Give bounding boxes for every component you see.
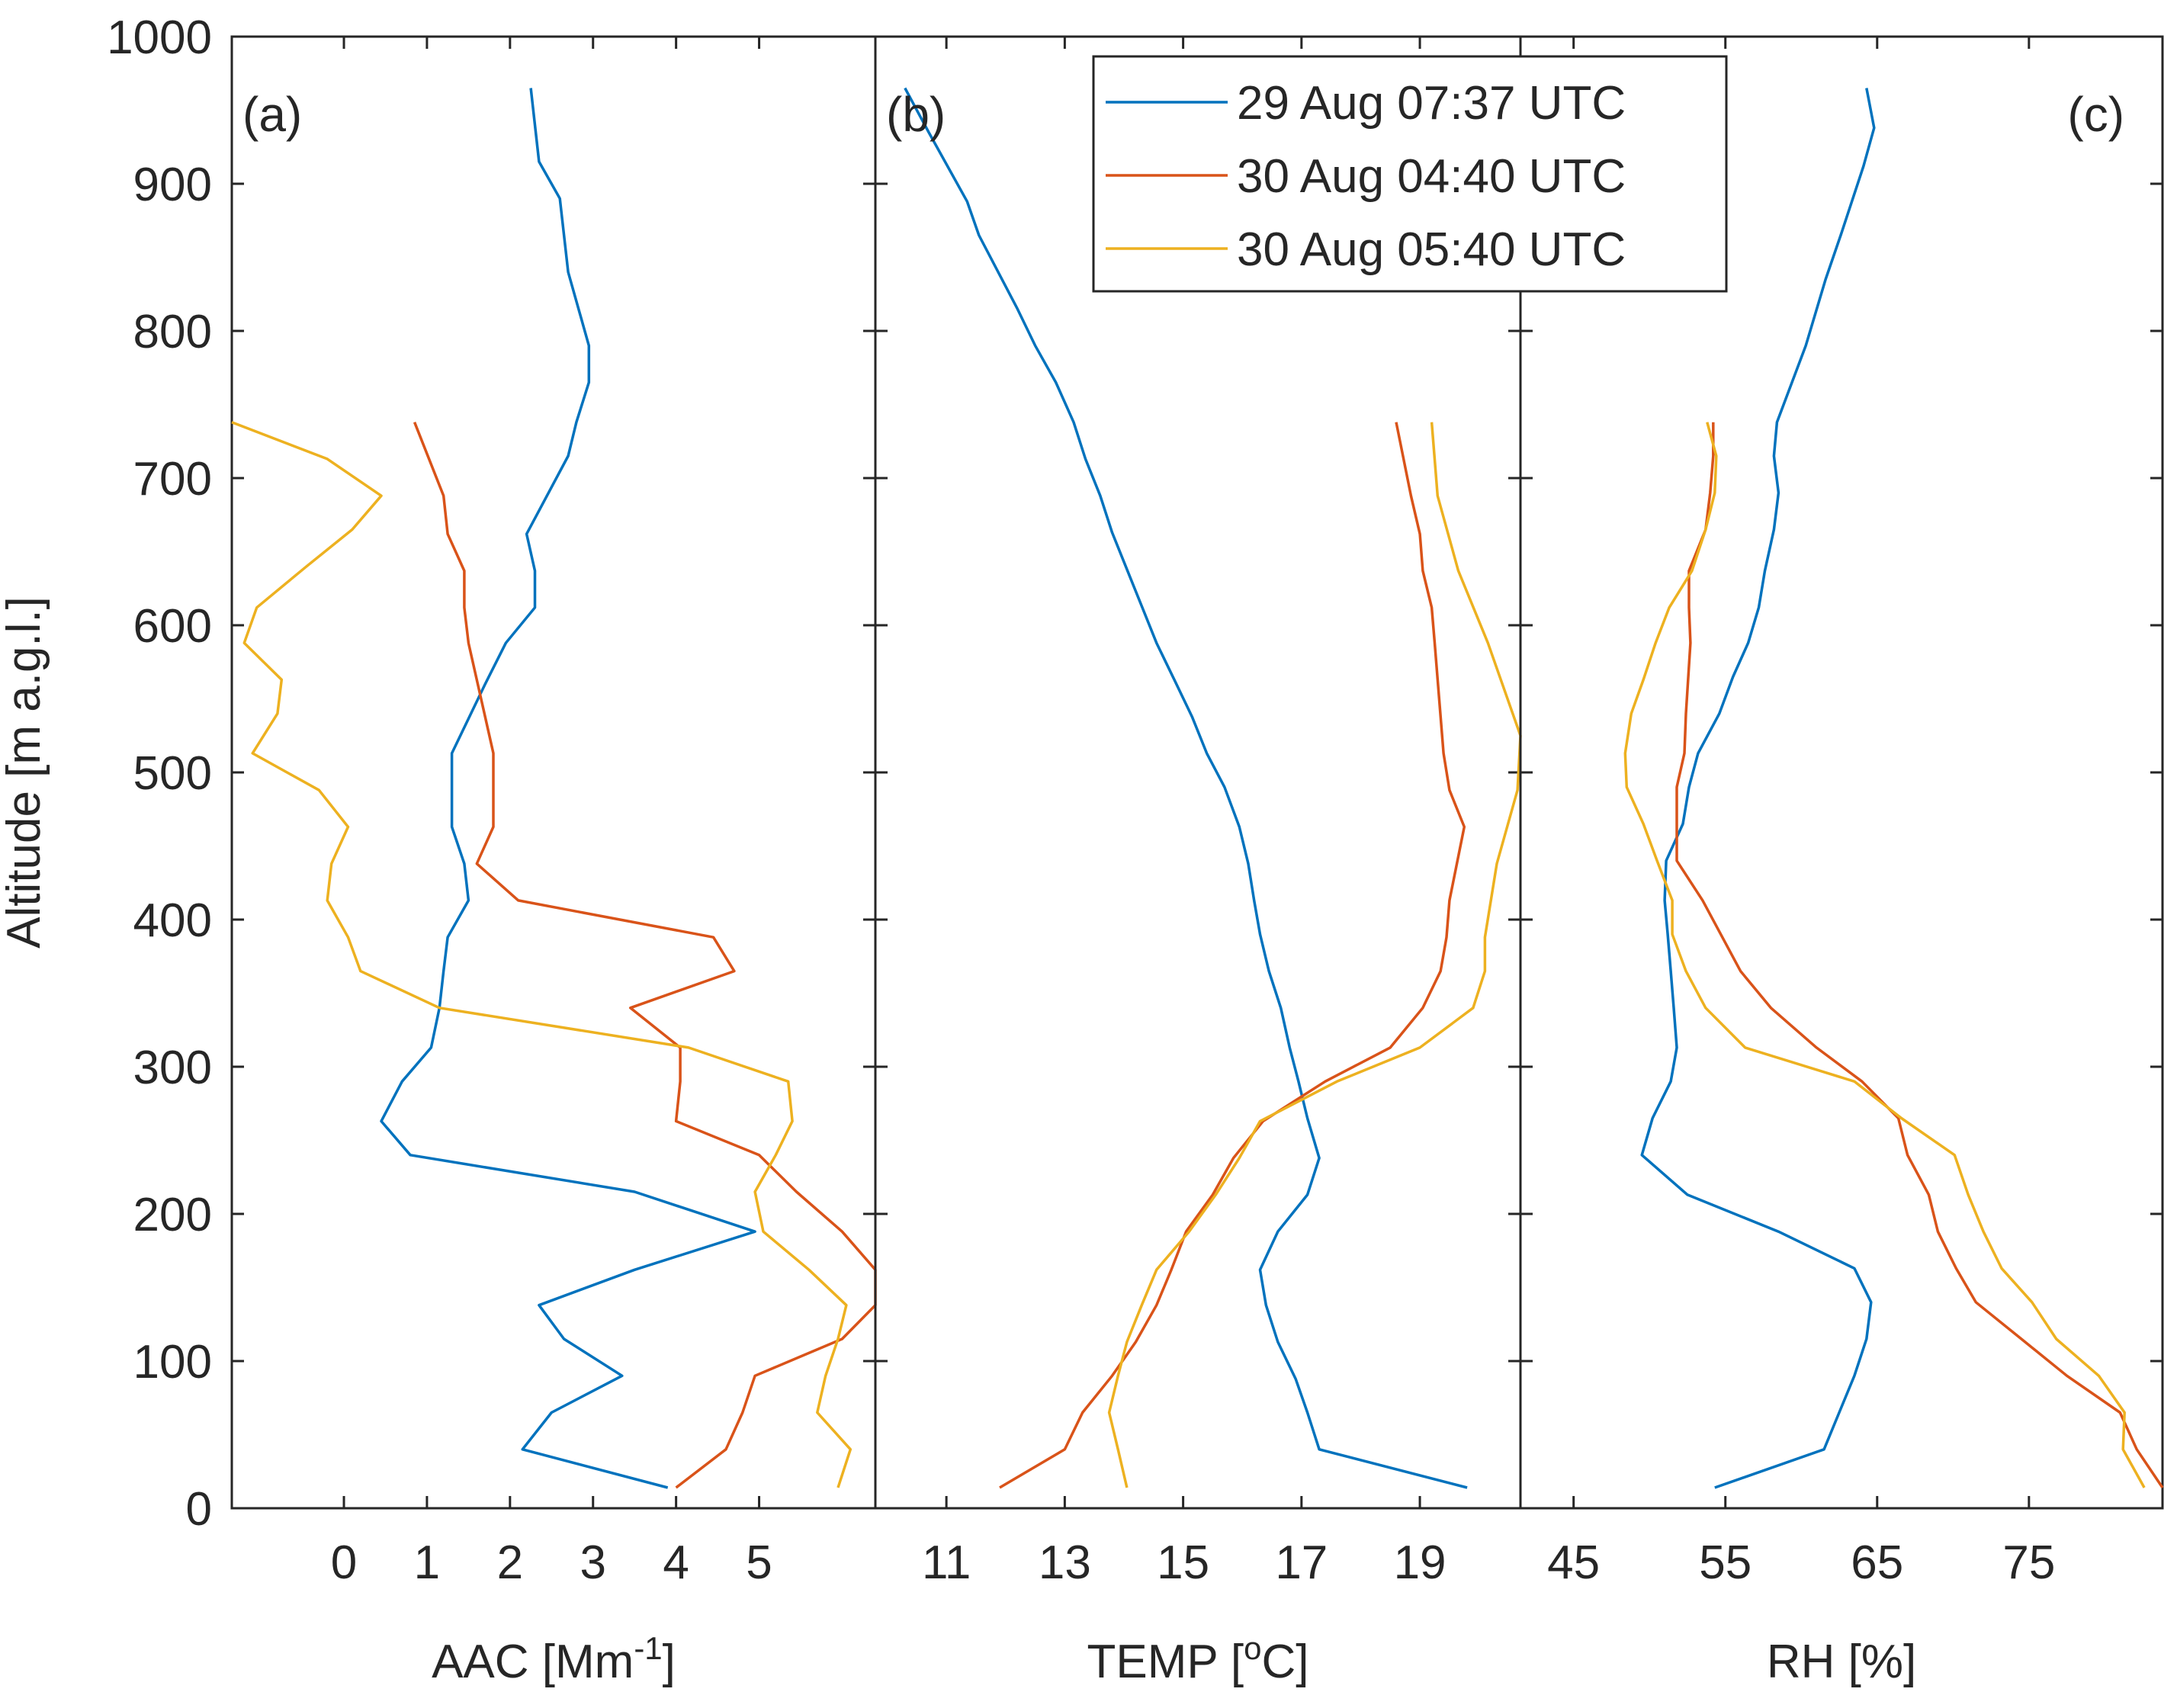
x-axis-label: TEMP [oC] [1087,1630,1309,1688]
legend-entry-1: 29 Aug 07:37 UTC [1237,77,1626,130]
legend: 29 Aug 07:37 UTC 30 Aug 04:40 UTC 30 Aug 0… [1092,55,1728,293]
y-tick-label: 700 [133,453,212,506]
legend-entry-2: 30 Aug 04:40 UTC [1237,150,1626,203]
y-tick-label: 100 [133,1336,212,1389]
x-axis-label: AAC [Mm-1] [432,1630,676,1688]
x-tick-label: 19 [1394,1536,1447,1589]
panel-label: (c) [2067,87,2124,142]
x-tick-label: 15 [1157,1536,1209,1589]
legend-box [1092,55,1728,293]
y-tick-label: 300 [133,1042,212,1094]
series-line-1 [380,88,756,1489]
x-tick-label: 4 [663,1536,689,1589]
x-tick-label: 5 [746,1536,772,1589]
series-line-2 [1675,422,2164,1488]
series-line-3 [231,421,852,1488]
panel-label: (b) [886,87,946,142]
y-tick-label: 600 [133,600,212,653]
x-tick-label: 2 [497,1536,523,1589]
y-axis-label: Altitude [m a.g.l.] [0,596,50,949]
y-tick-label: 400 [133,894,212,947]
x-tick-label: 0 [331,1536,357,1589]
legend-entry-3: 30 Aug 05:40 UTC [1237,223,1626,276]
x-tick-label: 3 [580,1536,605,1589]
y-tick-label: 0 [186,1483,212,1536]
panels: 0 1 2 3 4 5(a)AAC [Mm-1]11 13 15 17 19(b)TEMP [oC… [107,11,2164,1688]
series-line-3 [1623,422,2146,1488]
panel-3: 45 55 65 75 (c) RH [%] [1519,35,2164,1688]
series-line-1 [1640,88,1876,1489]
series-line-1 [904,87,1468,1489]
y-tick-label: 1000 [107,11,212,64]
x-tick-label: 55 [1699,1536,1752,1589]
panel-1: 0 1 2 3 4 5 (a) AAC [Mm-1] [230,35,877,1688]
y-tick-label: 200 [133,1189,212,1241]
x-axis-label: RH [%] [1767,1636,1916,1688]
x-tick-label: 1 [414,1536,440,1589]
panel-2: 11 13 15 17 19 (b) TEMP [oC] [874,35,1522,1688]
y-tick-label: 800 [133,306,212,358]
x-tick-label: 45 [1547,1536,1600,1589]
y-tick-label: 500 [133,747,212,800]
series-line-2 [413,422,877,1489]
series-line-3 [1107,422,1522,1488]
series-line-2 [999,422,1466,1489]
x-tick-label: 17 [1275,1536,1328,1589]
x-tick-label: 65 [1851,1536,1903,1589]
x-tick-label: 13 [1039,1536,1091,1589]
y-tick-label: 900 [133,159,212,211]
x-tick-label: 11 [922,1536,971,1589]
panel-label: (a) [242,87,302,142]
x-tick-label: 75 [2002,1536,2055,1589]
